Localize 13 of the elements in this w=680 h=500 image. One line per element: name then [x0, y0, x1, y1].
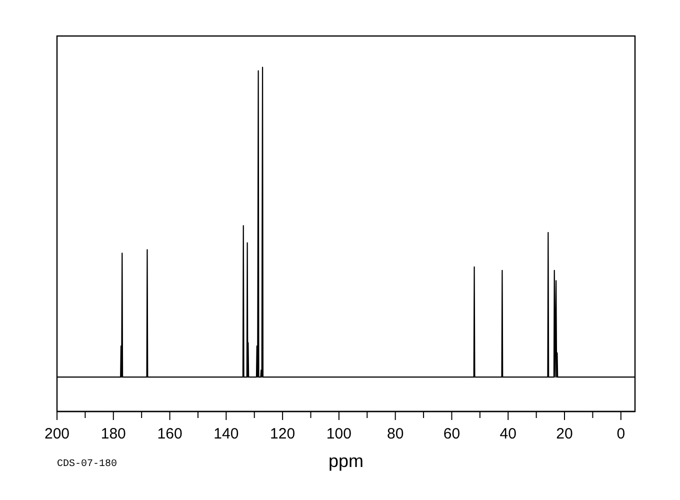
x-tick-label: 60: [443, 426, 460, 443]
x-tick-label: 100: [326, 426, 352, 443]
x-tick-label: 160: [157, 426, 182, 443]
x-tick-label: 120: [270, 426, 296, 443]
text: CDS-07-180: [57, 459, 118, 470]
x-tick-label: 180: [100, 426, 126, 443]
x-tick-label: 0: [616, 426, 626, 443]
x-tick-label: 140: [214, 426, 239, 443]
x-tick-label: 20: [556, 426, 573, 443]
x-tick-label: 80: [387, 426, 404, 443]
x-axis-title: ppm: [328, 451, 364, 471]
x-tick-label: 200: [44, 426, 70, 443]
x-tick-label: 40: [500, 426, 516, 443]
